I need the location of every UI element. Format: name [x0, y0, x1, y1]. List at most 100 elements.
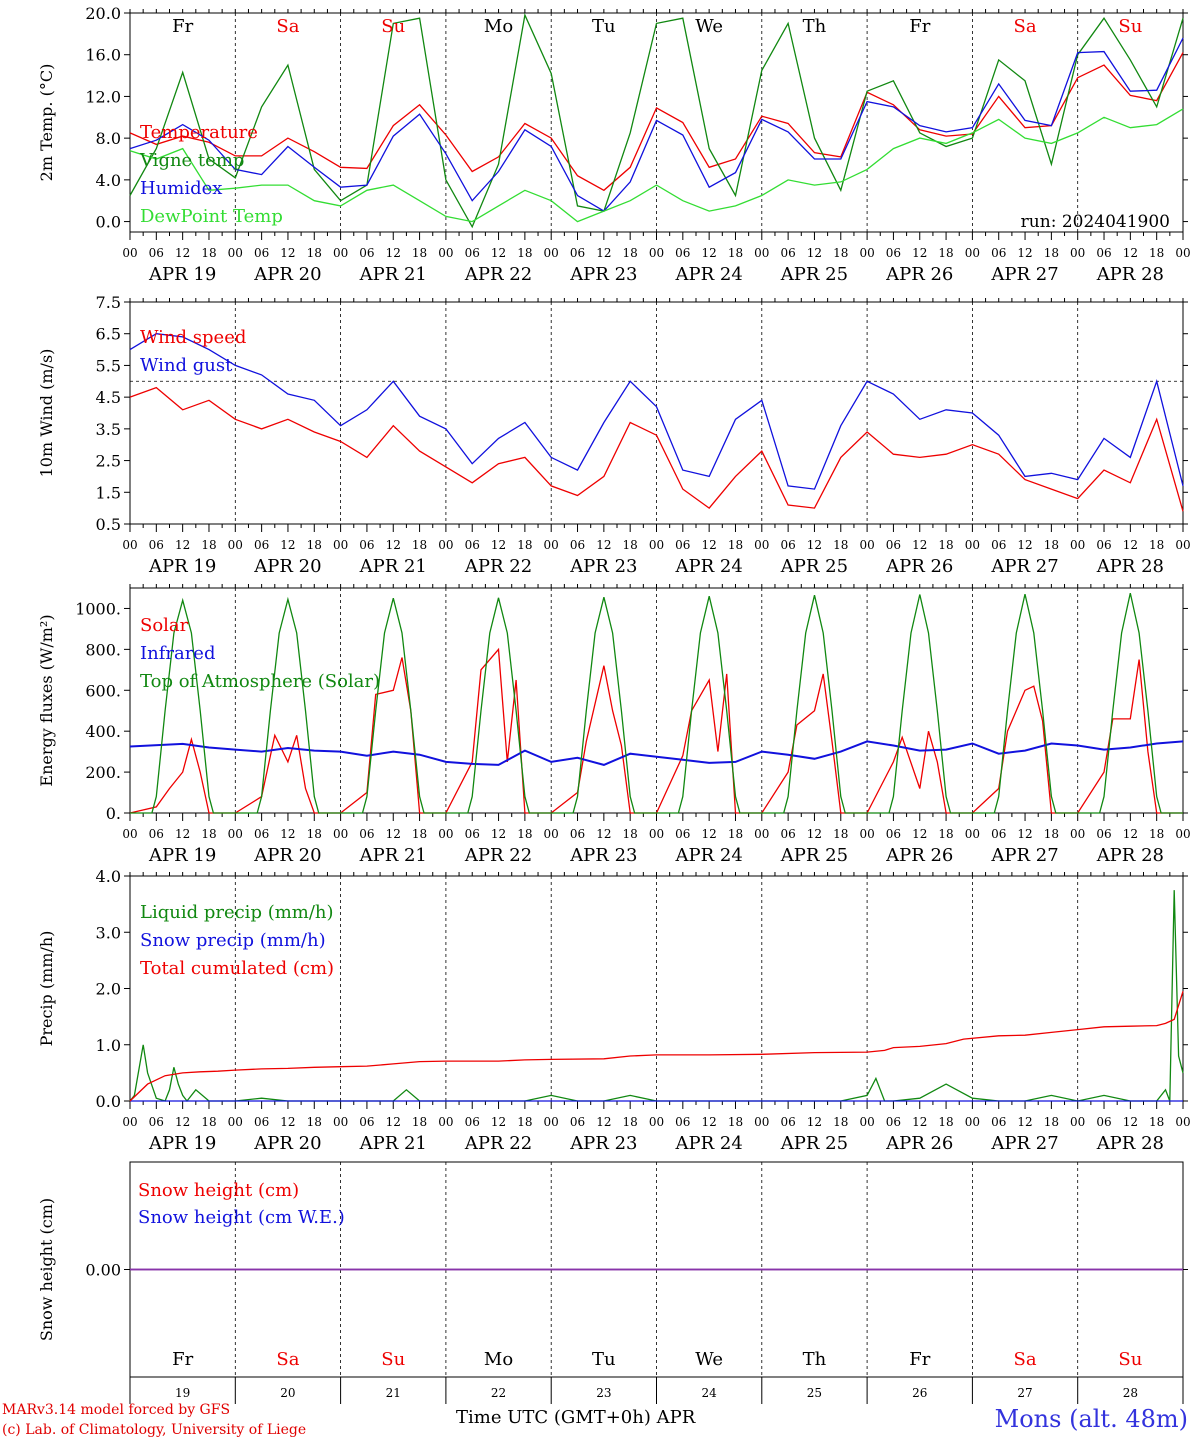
date-label: APR 21 [359, 845, 427, 866]
hour-label: 18 [307, 1115, 322, 1129]
legend-entry: Infrared [140, 643, 215, 664]
legend-entry: Snow height (cm W.E.) [138, 1207, 345, 1228]
y-tick-label: 600. [85, 681, 121, 700]
hour-label: 18 [201, 1115, 216, 1129]
hour-label: 00 [122, 246, 137, 260]
hour-label: 12 [1123, 246, 1138, 260]
hour-label: 12 [175, 1115, 190, 1129]
hour-label: 06 [570, 538, 585, 552]
hour-label: 18 [1044, 827, 1059, 841]
y-axis-label: 2m Temp. (°C) [37, 64, 56, 182]
hour-label: 00 [122, 538, 137, 552]
hour-label: 00 [859, 246, 874, 260]
hour-label: 12 [807, 827, 822, 841]
date-label: APR 26 [885, 845, 953, 866]
hour-label: 06 [780, 538, 795, 552]
day-number: 25 [807, 1386, 822, 1400]
hour-label: 12 [1017, 538, 1032, 552]
series-line-1-3 [129, 37, 1184, 212]
y-tick-label: 0.0 [96, 213, 121, 232]
day-number: 21 [386, 1386, 401, 1400]
hour-label: 12 [491, 827, 506, 841]
x-axis-title: Time UTC (GMT+0h) APR [456, 1407, 696, 1428]
hour-label: 00 [1175, 1115, 1190, 1129]
hour-label: 12 [596, 1115, 611, 1129]
hour-label: 00 [859, 1115, 874, 1129]
hour-label: 18 [623, 246, 638, 260]
hour-label: 12 [702, 538, 717, 552]
day-number: 27 [1017, 1386, 1032, 1400]
hour-label: 00 [754, 1115, 769, 1129]
hour-label: 12 [912, 1115, 927, 1129]
hour-label: 00 [122, 827, 137, 841]
legend-entry: Snow height (cm) [138, 1180, 299, 1201]
hour-label: 12 [807, 246, 822, 260]
dow-label-bottom: Fr [909, 1349, 930, 1370]
hour-label: 00 [228, 1115, 243, 1129]
hour-label: 12 [175, 827, 190, 841]
panel-4: 0.0 1.0 2.0 3.0 4.0 Precip (mm/h) Liquid preci… [37, 867, 1191, 1154]
hour-label: 06 [886, 827, 901, 841]
hour-label: 12 [386, 1115, 401, 1129]
date-label: APR 20 [253, 264, 321, 285]
hour-label: 12 [491, 1115, 506, 1129]
hour-label: 12 [596, 246, 611, 260]
hour-label: 18 [833, 538, 848, 552]
hour-label: 18 [307, 827, 322, 841]
hour-label: 00 [228, 246, 243, 260]
hour-label: 18 [201, 827, 216, 841]
hour-label: 12 [280, 1115, 295, 1129]
copyright: (c) Lab. of Climatology, University of L… [2, 1422, 306, 1438]
hour-label: 06 [254, 246, 269, 260]
panel-5: 0.00 Snow height (cm) Snow height (cm) Snow… [37, 1161, 1188, 1378]
hour-label: 06 [886, 538, 901, 552]
y-tick-label: 5.5 [96, 356, 121, 375]
y-tick-label: 16.0 [85, 46, 121, 65]
date-label: APR 25 [780, 264, 848, 285]
hour-label: 00 [859, 538, 874, 552]
series-line-4-3 [129, 991, 1184, 1102]
hour-label: 12 [491, 538, 506, 552]
y-tick-label: 0.5 [96, 515, 121, 534]
day-number: 20 [280, 1386, 295, 1400]
hour-label: 00 [1175, 538, 1190, 552]
hour-label: 18 [938, 538, 953, 552]
hour-label: 06 [465, 246, 480, 260]
dow-label-bottom: Tu [592, 1349, 616, 1370]
panel-3: 0. 200. 400. 600. 800. 1000. Energy fluxes (W/… [37, 584, 1191, 866]
hour-label: 18 [307, 246, 322, 260]
hour-label: 06 [149, 827, 164, 841]
hour-label: 06 [780, 1115, 795, 1129]
legend-entry: Humidex [140, 178, 222, 199]
hour-label: 12 [912, 538, 927, 552]
date-label: APR 28 [1096, 264, 1164, 285]
date-label: APR 23 [569, 556, 637, 577]
y-axis-label: Snow height (cm) [37, 1198, 56, 1341]
date-label: APR 22 [464, 264, 532, 285]
dow-label-bottom: Su [1118, 1349, 1142, 1370]
date-label: APR 24 [675, 264, 743, 285]
bottom-axis: Fr 19 Sa 20 Su 21 Mo 22 Tu 23 We 24 Th 25 Fr 26 Sa 27 Su 28 [129, 1349, 1184, 1404]
date-label: APR 28 [1096, 1133, 1164, 1154]
hour-label: 06 [254, 1115, 269, 1129]
hour-label: 12 [1017, 246, 1032, 260]
dow-label: Su [381, 16, 405, 37]
legend-entry: Total cumulated (cm) [140, 958, 334, 979]
hour-label: 12 [1123, 538, 1138, 552]
hour-label: 12 [1123, 1115, 1138, 1129]
y-tick-label: 3.0 [96, 923, 121, 942]
hour-label: 06 [991, 246, 1006, 260]
run-label: run: 2024041900 [1021, 212, 1170, 232]
dow-label: Su [1118, 16, 1142, 37]
y-tick-label: 7.5 [96, 293, 121, 312]
panel-2: 0.5 1.5 2.5 3.5 4.5 5.5 6.5 7.5 10m Wind (m/s) Wi… [37, 293, 1191, 577]
hour-label: 18 [728, 827, 743, 841]
date-label: APR 22 [464, 1133, 532, 1154]
hour-label: 06 [149, 538, 164, 552]
hour-label: 00 [228, 538, 243, 552]
hour-label: 06 [359, 1115, 374, 1129]
day-number: 24 [702, 1386, 718, 1400]
hour-label: 00 [649, 827, 664, 841]
